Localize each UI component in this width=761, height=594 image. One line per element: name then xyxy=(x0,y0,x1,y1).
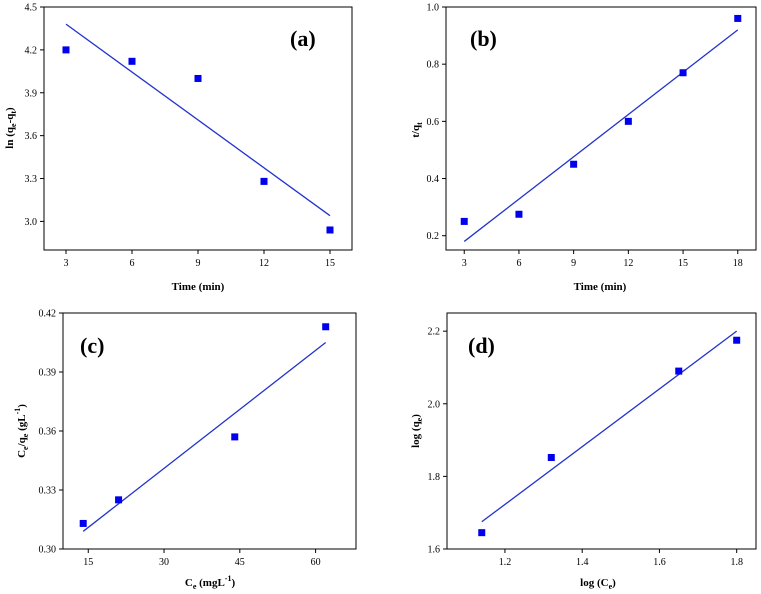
panel-c-ytick-label-2: 0.36 xyxy=(39,427,57,438)
panel-b-point-3 xyxy=(624,117,632,125)
panel-c-point-2 xyxy=(231,433,239,441)
panel-b-points xyxy=(460,14,742,225)
panel-b-xtick-label-2: 9 xyxy=(571,258,576,269)
panel-a-ticks: 3 6 9 12 15 3.0 3.3 3.6 3.9 4.2 4.5 xyxy=(25,3,336,270)
panel-b-xtick-label-4: 15 xyxy=(678,258,688,269)
panel-d-fit xyxy=(481,330,738,523)
panel-b-point-2 xyxy=(570,160,578,168)
panel-d: 1.2 1.4 1.6 1.8 1.6 1.8 2.0 2.2 (d) log (Ce) lo… xyxy=(410,312,757,591)
panel-b-ticks: 3 6 9 12 15 18 0.2 0.4 0.6 0.8 1.0 xyxy=(427,3,743,270)
panel-a-ytick-label-5: 4.5 xyxy=(25,3,38,14)
panel-d-xlabel: log (Ce) xyxy=(580,577,616,591)
panel-c-xtick-label-1: 30 xyxy=(159,557,169,568)
panel-d-ticks: 1.2 1.4 1.6 1.8 1.6 1.8 2.0 2.2 xyxy=(428,327,743,568)
panel-b-xtick-label-3: 12 xyxy=(623,258,633,269)
panel-a-points xyxy=(62,46,334,234)
panel-a-xtick-label-1: 6 xyxy=(130,258,135,269)
panel-a: 3 6 9 12 15 3.0 3.3 3.6 3.9 4.2 4.5 (a) Time (min)… xyxy=(4,3,353,293)
panel-c-point-1 xyxy=(115,496,123,504)
panel-a-xtick-label-3: 12 xyxy=(259,258,269,269)
panel-b-ytick-label-2: 0.6 xyxy=(427,117,440,128)
panel-b: 3 6 9 12 15 180.20.40.60.81.0 (b) Time (min) … xyxy=(410,3,757,293)
panel-b-point-1 xyxy=(515,210,523,218)
panel-d-point-1 xyxy=(547,454,555,462)
panel-a-xlabel: Time (min) xyxy=(172,281,225,293)
panel-c-label: (c) xyxy=(80,333,104,358)
panel-c-ytick-label-0: 0.30 xyxy=(39,545,57,556)
panel-d-ytick-label-3: 2.2 xyxy=(428,327,441,338)
panel-a-ytick-label-1: 3.3 xyxy=(25,174,38,185)
panel-c-point-0 xyxy=(79,519,87,527)
panel-b-frame xyxy=(445,6,757,251)
panel-d-label: (d) xyxy=(468,333,495,358)
panel-a-ytick-label-2: 3.6 xyxy=(25,131,38,142)
panel-c: 15 30 45 60 0.30 0.33 0.36 0.39 0.42 (c) Ce (mgL… xyxy=(13,309,357,591)
panel-b-point-0 xyxy=(460,217,468,225)
panel-c-points xyxy=(79,323,330,527)
panel-a-ytick-label-0: 3.0 xyxy=(25,217,38,228)
panel-b-ytick-label-1: 0.4 xyxy=(427,174,440,185)
panel-d-xtick-label-1: 1.4 xyxy=(576,557,589,568)
panel-a-label: (a) xyxy=(290,26,316,51)
panel-a-xtick-label-4: 15 xyxy=(325,258,335,269)
panel-b-ytick-label-4: 1.0 xyxy=(427,3,440,14)
panel-a-ytick-label-4: 4.2 xyxy=(25,45,38,56)
panel-d-ytick-label-2: 2.0 xyxy=(428,399,441,410)
panel-c-fit-line xyxy=(82,341,327,532)
panel-b-ytick-label-3: 0.8 xyxy=(427,60,440,71)
panel-a-ylabel: ln (qe-qt) xyxy=(4,107,18,149)
panel-b-xlabel: Time (min) xyxy=(574,281,627,293)
panel-b-xtick-label-1: 6 xyxy=(516,258,521,269)
panel-a-ytick-label-3: 3.9 xyxy=(25,88,38,99)
panel-d-ylabel: log (qe) xyxy=(410,414,424,448)
panel-a-point-0 xyxy=(62,46,70,54)
panel-c-fit xyxy=(82,341,327,532)
panel-b-fit-line xyxy=(463,29,739,242)
panel-d-points xyxy=(478,336,741,537)
panel-b-ytick-label-0: 0.2 xyxy=(427,231,440,242)
panel-d-point-3 xyxy=(733,336,741,344)
panel-a-point-4 xyxy=(326,226,334,234)
panel-b-ylabel: t/qt xyxy=(410,122,424,138)
panel-c-ytick-label-3: 0.39 xyxy=(39,368,57,379)
panel-a-point-1 xyxy=(128,57,136,65)
panel-a-fit xyxy=(65,23,331,217)
panel-d-point-0 xyxy=(478,529,486,537)
panel-b-point-4 xyxy=(679,69,687,77)
panel-b-fit xyxy=(463,29,739,242)
panel-a-point-3 xyxy=(260,177,268,185)
panel-b-xtick-label-0: 3 xyxy=(462,258,467,269)
panel-b-label: (b) xyxy=(470,26,497,51)
panel-d-frame xyxy=(446,312,757,550)
panel-a-xtick-label-2: 9 xyxy=(196,258,201,269)
panel-d-fit-line xyxy=(481,330,738,523)
panel-c-point-3 xyxy=(322,323,330,331)
panel-d-xtick-label-2: 1.6 xyxy=(653,557,666,568)
panel-a-point-2 xyxy=(194,74,202,82)
panel-b-point-5 xyxy=(734,14,742,22)
panel-c-xtick-label-2: 45 xyxy=(235,557,245,568)
panel-d-xtick-label-0: 1.2 xyxy=(499,557,512,568)
panel-c-ytick-label-4: 0.42 xyxy=(39,309,57,320)
panel-c-ytick-label-1: 0.33 xyxy=(39,486,57,497)
panel-a-fit-line xyxy=(65,23,331,217)
panel-b-xtick-label-5: 18 xyxy=(733,258,743,269)
panel-c-xtick-label-0: 15 xyxy=(83,557,93,568)
panel-d-ytick-label-0: 1.6 xyxy=(428,545,441,556)
panel-c-ticks: 15 30 45 60 0.30 0.33 0.36 0.39 0.42 xyxy=(39,309,321,569)
panel-c-xtick-label-3: 60 xyxy=(311,557,321,568)
panel-d-xtick-label-3: 1.8 xyxy=(730,557,743,568)
panel-d-ytick-label-1: 1.8 xyxy=(428,472,441,483)
panel-a-xtick-label-0: 3 xyxy=(64,258,69,269)
panel-d-point-2 xyxy=(675,367,683,375)
panel-c-ylabel: Ce/qe (gL-1) xyxy=(13,404,30,458)
panel-c-xlabel: Ce (mgL-1) xyxy=(185,574,236,591)
